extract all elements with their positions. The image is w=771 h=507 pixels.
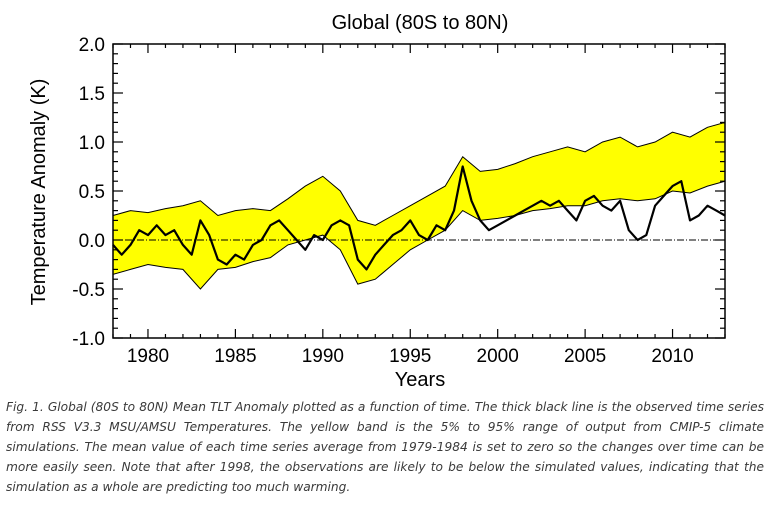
simulation-band-layer [112,121,726,290]
y-tick-label: 1.0 [79,133,105,154]
axes-layer [112,43,726,339]
x-tick-label: 1985 [214,346,256,367]
x-tick-label: 1990 [302,346,344,367]
y-tick-label: -0.5 [72,280,105,301]
chart-title: Global (80S to 80N) [332,12,509,34]
x-tick-label: 2005 [564,346,606,367]
x-tick-label: 2000 [477,346,519,367]
simulation-band [112,121,726,290]
x-tick-label: 2010 [651,346,693,367]
tick-label-layer: 1980 1985 1990 1995 2000 2005 2010 -1.0 -0.5 0.0 0… [72,35,693,367]
x-tick-label: 1995 [389,346,431,367]
y-tick-label: 2.0 [79,35,105,56]
y-axis-label: Temperature Anomaly (K) [28,79,50,306]
y-tick-label: -1.0 [72,329,105,350]
temperature-anomaly-chart: Global (80S to 80N) 1980 1985 1990 1995 2000… [28,12,726,391]
y-tick-label: 0.5 [79,182,105,203]
y-tick-label: 0.0 [79,231,105,252]
observation-line-0 [112,165,726,271]
y-tick-label: 1.5 [79,84,105,105]
x-tick-label: 1980 [127,346,169,367]
x-axis-label: Years [395,369,445,391]
figure-caption: Fig. 1. Global (80S to 80N) Mean TLT Ano… [6,400,764,494]
observation-series-layer [112,165,726,271]
